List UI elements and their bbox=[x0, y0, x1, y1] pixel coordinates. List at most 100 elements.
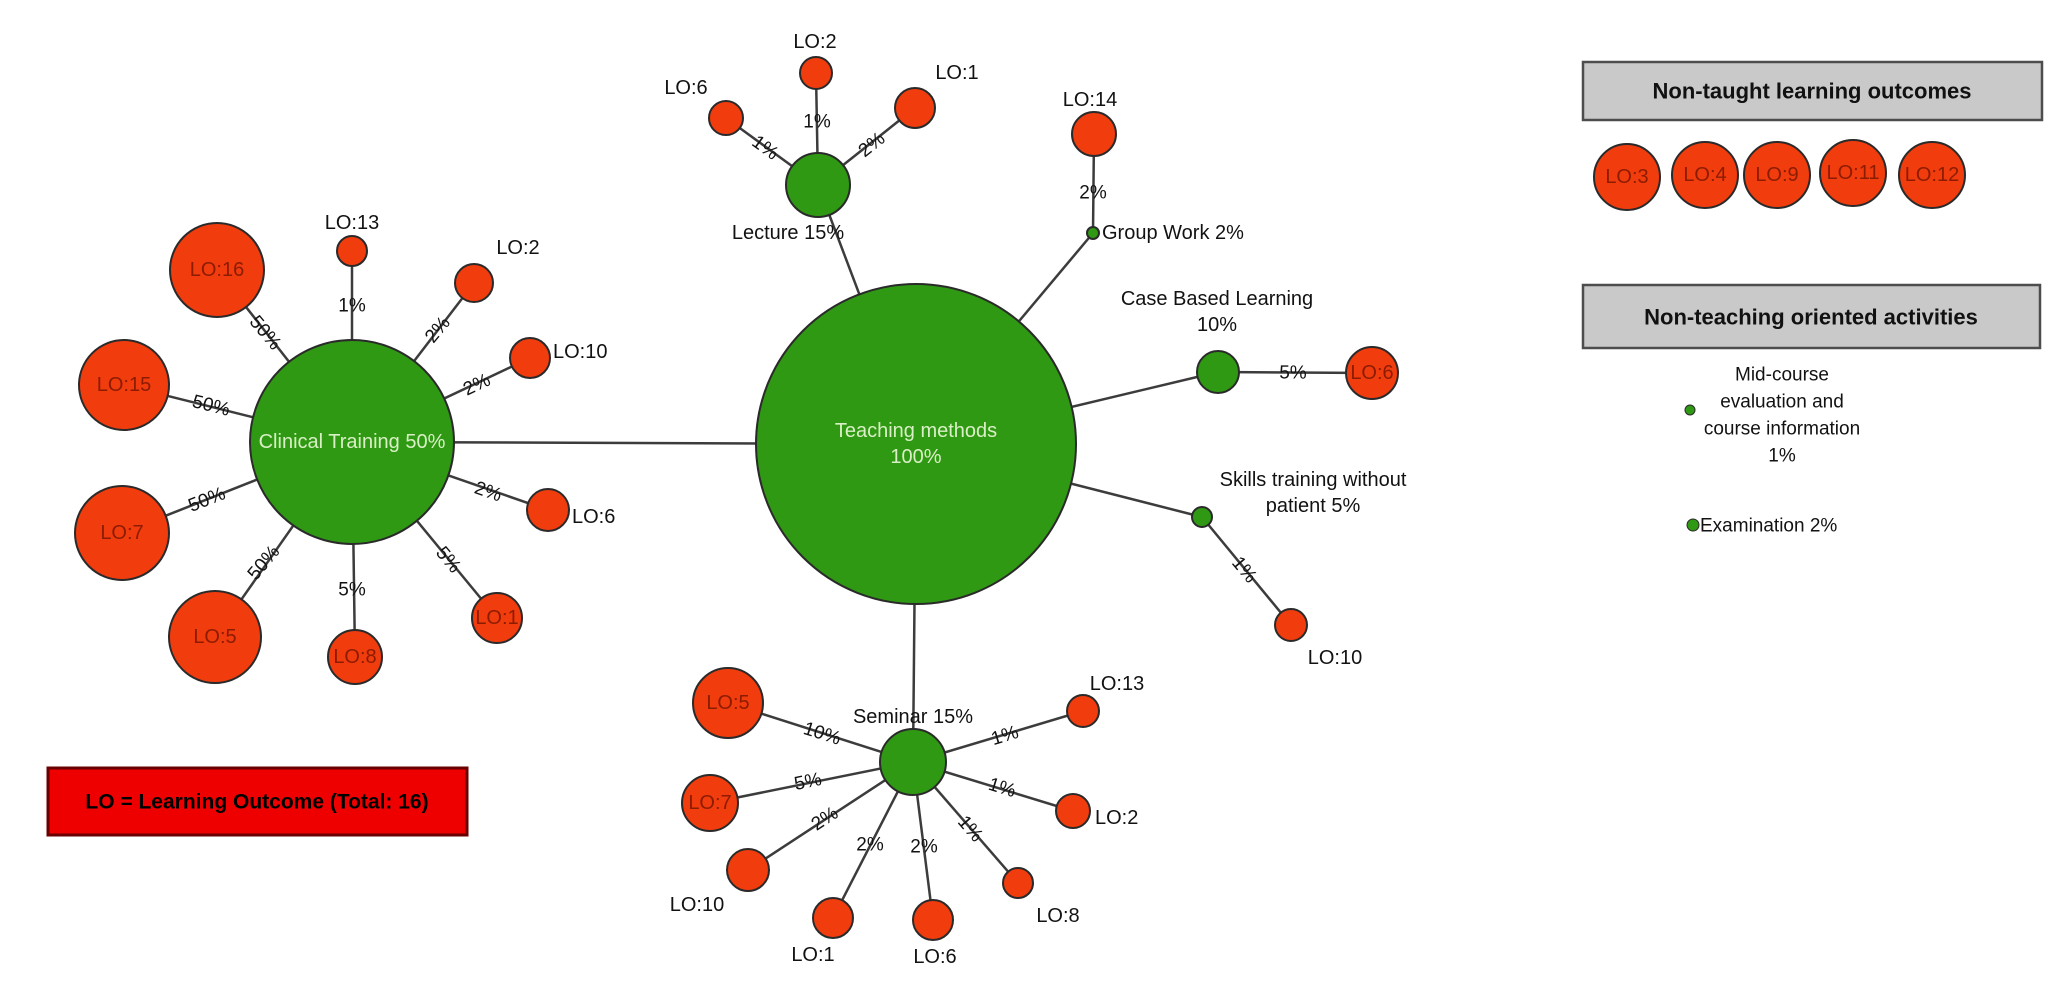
clinical-lo6 bbox=[526, 488, 570, 532]
legend-lo9 bbox=[1743, 141, 1811, 209]
legend-lo4-label: LO:4 bbox=[1683, 164, 1726, 186]
edge-pct-clinical-training-hub--clinical-lo13: 1% bbox=[338, 296, 366, 317]
clinical-lo5-label: LO:5 bbox=[193, 626, 236, 648]
group-work-lo14-label: LO:14 bbox=[1063, 89, 1117, 111]
seminar-lo5-label: LO:5 bbox=[706, 692, 749, 714]
examination-dot bbox=[1686, 518, 1700, 532]
nodes-layer bbox=[74, 56, 1966, 941]
seminar-lo5 bbox=[692, 667, 764, 739]
clinical-lo1-label: LO:1 bbox=[475, 607, 518, 629]
skills-lo10-label: LO:10 bbox=[1308, 647, 1362, 669]
legend-lo12-label: LO:12 bbox=[1905, 164, 1959, 186]
legend-lo3 bbox=[1593, 143, 1661, 211]
teaching-methods-hub bbox=[755, 283, 1077, 605]
seminar-lo6-label: LO:6 bbox=[913, 946, 956, 968]
cbl-lo6-label: LO:6 bbox=[1350, 362, 1393, 384]
legend-note-box bbox=[46, 766, 469, 837]
clinical-lo2-label: LO:2 bbox=[496, 237, 539, 259]
legend-lo4 bbox=[1671, 141, 1739, 209]
edge-pct-clinical-training-hub--clinical-lo8: 5% bbox=[338, 580, 366, 601]
lecture-lo2 bbox=[799, 56, 833, 90]
lecture-lo2-label: LO:2 bbox=[793, 31, 836, 53]
edge-pct-seminar-hub--seminar-lo1: 2% bbox=[856, 835, 884, 856]
non-taught-panel: Non-taught learning outcomes bbox=[1581, 60, 2044, 122]
edge-pct-clinical-training-hub--clinical-lo15: 50% bbox=[190, 391, 232, 421]
clinical-lo13 bbox=[336, 235, 368, 267]
case-based-learning-hub bbox=[1196, 350, 1240, 394]
examination-label: Examination 2% bbox=[1700, 516, 1837, 537]
seminar-lo10-label: LO:10 bbox=[670, 894, 724, 916]
mid-course-evaluation-label: Mid-course bbox=[1735, 365, 1829, 386]
mid-course-evaluation-label: course information bbox=[1704, 419, 1860, 440]
seminar-lo1 bbox=[812, 897, 854, 939]
clinical-training-hub bbox=[249, 339, 455, 545]
skills-training-hub-label: patient 5% bbox=[1266, 495, 1361, 517]
edge-pct-group-work-node--group-work-lo14: 2% bbox=[1079, 183, 1107, 204]
seminar-lo7 bbox=[681, 774, 739, 832]
edge-pct-seminar-hub--seminar-lo10: 2% bbox=[808, 803, 843, 836]
skills-training-hub-label: Skills training without bbox=[1220, 469, 1407, 491]
edge-pct-seminar-hub--seminar-lo13: 1% bbox=[989, 722, 1021, 750]
clinical-lo13-label: LO:13 bbox=[325, 212, 379, 234]
clinical-lo15-label: LO:15 bbox=[97, 374, 151, 396]
edge-pct-seminar-hub--seminar-lo5: 10% bbox=[801, 718, 844, 750]
edge-pct-clinical-training-hub--clinical-lo7: 50% bbox=[185, 483, 228, 517]
seminar-lo13-label: LO:13 bbox=[1090, 673, 1144, 695]
seminar-hub-label: Seminar 15% bbox=[853, 706, 973, 728]
edge-pct-seminar-hub--seminar-lo6: 2% bbox=[910, 837, 938, 858]
edge-pct-clinical-training-hub--clinical-lo6: 2% bbox=[472, 478, 505, 507]
seminar-lo8-label: LO:8 bbox=[1036, 905, 1079, 927]
clinical-lo8-label: LO:8 bbox=[333, 646, 376, 668]
case-based-learning-hub-label: 10% bbox=[1197, 314, 1237, 336]
lecture-hub-label: Lecture 15% bbox=[732, 222, 845, 244]
edge-pct-clinical-training-hub--clinical-lo10: 2% bbox=[460, 370, 494, 401]
edge-skills-training-hub--skills-lo10 bbox=[1201, 516, 1292, 626]
non-teaching-panel-box bbox=[1581, 283, 2042, 350]
legend-note-text: LO = Learning Outcome (Total: 16) bbox=[85, 791, 428, 814]
edge-pct-case-based-learning-hub--cbl-lo6: 5% bbox=[1279, 362, 1307, 383]
legend-lo11-label: LO:11 bbox=[1827, 162, 1880, 184]
lecture-lo1 bbox=[894, 87, 936, 129]
clinical-lo15 bbox=[78, 339, 170, 431]
cbl-lo6 bbox=[1345, 346, 1399, 400]
lecture-lo6 bbox=[708, 100, 744, 136]
non-teaching-panel-header: Non-teaching oriented activities bbox=[1644, 305, 1978, 330]
seminar-lo2 bbox=[1055, 793, 1091, 829]
legend-lo11 bbox=[1819, 139, 1887, 207]
activities-layer: Mid-course evaluation and course informati… bbox=[1684, 365, 1860, 537]
lecture-lo1-label: LO:1 bbox=[935, 62, 978, 84]
clinical-lo7-label: LO:7 bbox=[100, 522, 143, 544]
clinical-lo6-label: LO:6 bbox=[572, 506, 615, 528]
non-taught-panel-header: Non-taught learning outcomes bbox=[1653, 79, 1972, 104]
legend-note: LO = Learning Outcome (Total: 16) bbox=[46, 766, 469, 837]
teaching-methods-hub-label: Teaching methods bbox=[835, 420, 997, 442]
legend-lo9-label: LO:9 bbox=[1755, 164, 1798, 186]
mid-course-evaluation-label: evaluation and bbox=[1720, 392, 1844, 413]
non-taught-panel-box bbox=[1581, 60, 2044, 122]
legend-lo3-label: LO:3 bbox=[1605, 166, 1648, 188]
edge-pct-seminar-hub--seminar-lo7: 5% bbox=[792, 769, 823, 795]
clinical-lo7 bbox=[74, 485, 170, 581]
seminar-lo1-label: LO:1 bbox=[791, 944, 834, 966]
seminar-lo10 bbox=[726, 848, 770, 892]
edge-pct-clinical-training-hub--clinical-lo2: 2% bbox=[421, 313, 455, 348]
edge-seminar-hub--seminar-lo7 bbox=[709, 760, 914, 805]
seminar-lo2-label: LO:2 bbox=[1095, 807, 1138, 829]
mid-course-evaluation-dot bbox=[1684, 404, 1696, 416]
seminar-lo13 bbox=[1066, 694, 1100, 728]
lecture-hub bbox=[785, 152, 851, 218]
lecture-lo6-label: LO:6 bbox=[664, 77, 707, 99]
legend-lo12 bbox=[1898, 141, 1966, 209]
group-work-node bbox=[1086, 226, 1100, 240]
node-labels-layer: Teaching methods 100% Clinical Training 50… bbox=[97, 31, 1959, 968]
teaching-methods-hub-label: 100% bbox=[890, 446, 941, 468]
skills-training-hub bbox=[1191, 506, 1213, 528]
skills-lo10 bbox=[1274, 608, 1308, 642]
seminar-lo7-label: LO:7 bbox=[688, 792, 731, 814]
seminar-lo6 bbox=[912, 899, 954, 941]
case-based-learning-hub-label: Case Based Learning bbox=[1121, 288, 1313, 310]
clinical-lo8 bbox=[327, 629, 383, 685]
clinical-lo16 bbox=[169, 222, 265, 318]
